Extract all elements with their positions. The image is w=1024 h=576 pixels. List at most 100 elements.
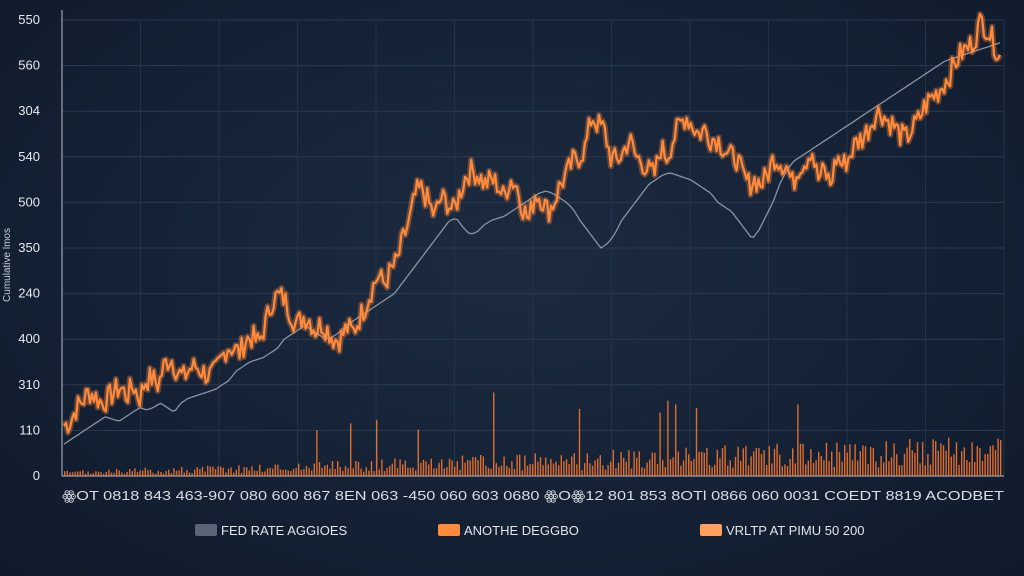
volume-bar bbox=[922, 442, 924, 476]
volume-bar bbox=[948, 437, 950, 476]
volume-bar bbox=[987, 454, 989, 476]
volume-bar bbox=[703, 453, 705, 476]
volume-bar bbox=[469, 460, 471, 476]
volume-bar bbox=[903, 453, 906, 476]
legend-swatch bbox=[438, 524, 460, 536]
volume-bar bbox=[243, 467, 245, 476]
volume-bar bbox=[854, 444, 856, 476]
volume-bar bbox=[430, 458, 432, 476]
volume-bar bbox=[994, 450, 997, 476]
volume-bar bbox=[669, 459, 672, 476]
volume-bar bbox=[893, 443, 895, 476]
volume-bar bbox=[974, 462, 976, 476]
volume-bar bbox=[677, 451, 679, 476]
volume-bar bbox=[992, 445, 994, 476]
volume-bar bbox=[95, 471, 97, 476]
volume-bar bbox=[194, 469, 196, 476]
volume-bar bbox=[308, 468, 310, 476]
volume-bar bbox=[342, 470, 344, 476]
volume-bar bbox=[981, 461, 984, 476]
volume-bar bbox=[454, 466, 456, 476]
volume-bar bbox=[771, 463, 773, 476]
volume-bar bbox=[768, 446, 770, 476]
volume-bar bbox=[586, 453, 588, 476]
volume-bar bbox=[490, 468, 492, 476]
volume-bar bbox=[625, 461, 627, 476]
volume-bar bbox=[90, 473, 92, 476]
volume-bar bbox=[292, 469, 295, 476]
volume-bar bbox=[662, 460, 664, 476]
volume-bar bbox=[313, 463, 315, 476]
volume-bar bbox=[438, 462, 440, 476]
volume-bar bbox=[511, 461, 513, 476]
volume-bar bbox=[919, 463, 921, 476]
volume-bar bbox=[607, 464, 609, 476]
volume-bar bbox=[773, 448, 776, 476]
volume-bar bbox=[217, 466, 219, 476]
volume-bar bbox=[149, 469, 152, 476]
legend-label: ANOTHE DEGGBO bbox=[464, 523, 579, 538]
y-tick-label: 304 bbox=[18, 103, 40, 118]
volume-bar bbox=[555, 461, 557, 476]
volume-bar bbox=[337, 461, 339, 476]
volume-bar bbox=[316, 430, 318, 476]
volume-bar bbox=[100, 472, 102, 476]
volume-bar bbox=[516, 454, 518, 476]
volume-bar bbox=[334, 469, 336, 476]
volume-bar bbox=[285, 469, 287, 476]
volume-bar bbox=[537, 461, 539, 476]
volume-bar bbox=[534, 453, 536, 476]
volume-bar bbox=[69, 472, 71, 476]
volume-bar bbox=[318, 462, 321, 476]
volume-bar bbox=[927, 453, 929, 476]
volume-bar bbox=[929, 464, 932, 476]
y-tick-label: 540 bbox=[18, 149, 40, 164]
volume-bar bbox=[227, 468, 230, 476]
volume-bar bbox=[675, 404, 677, 476]
y-tick-label: 350 bbox=[18, 240, 40, 255]
volume-bar bbox=[248, 470, 250, 476]
volume-bar bbox=[290, 471, 292, 476]
volume-bar bbox=[170, 473, 172, 476]
volume-bar bbox=[329, 468, 331, 476]
volume-bar bbox=[667, 400, 669, 476]
volume-bar bbox=[368, 470, 370, 476]
volume-bar bbox=[542, 465, 544, 476]
volume-bar bbox=[953, 454, 955, 476]
volume-bar bbox=[896, 454, 898, 476]
volume-bar bbox=[152, 472, 154, 476]
volume-bar bbox=[753, 451, 755, 476]
volume-bar bbox=[812, 463, 815, 476]
volume-bar bbox=[287, 470, 289, 476]
volume-bar bbox=[568, 463, 570, 476]
volume-bar bbox=[201, 466, 204, 476]
volume-bar bbox=[183, 472, 185, 476]
volume-bar bbox=[118, 470, 120, 476]
volume-bar bbox=[630, 468, 633, 476]
volume-bar bbox=[844, 445, 846, 476]
volume-bar bbox=[862, 445, 864, 476]
volume-bar bbox=[370, 461, 373, 476]
volume-bar bbox=[805, 464, 807, 476]
volume-bar bbox=[732, 467, 734, 476]
volume-bar bbox=[558, 465, 560, 476]
volume-bar bbox=[963, 447, 965, 476]
volume-bar bbox=[552, 463, 555, 476]
volume-bar bbox=[615, 468, 617, 476]
volume-bar bbox=[760, 454, 763, 476]
volume-bar bbox=[818, 451, 820, 476]
volume-bar bbox=[820, 456, 822, 476]
volume-bar bbox=[924, 465, 926, 476]
legend: FED RATE AGGIOES ANOTHE DEGGBO VRLTP AT PI… bbox=[195, 523, 865, 538]
volume-bar bbox=[594, 460, 596, 476]
volume-bar bbox=[420, 462, 422, 476]
volume-bar bbox=[277, 464, 279, 476]
volume-bar bbox=[628, 450, 630, 476]
volume-bar bbox=[734, 456, 737, 476]
volume-bar bbox=[110, 472, 113, 476]
volume-bar bbox=[482, 456, 484, 476]
volume-bar bbox=[480, 455, 482, 476]
volume-bar bbox=[979, 448, 981, 476]
volume-bar bbox=[532, 464, 534, 476]
